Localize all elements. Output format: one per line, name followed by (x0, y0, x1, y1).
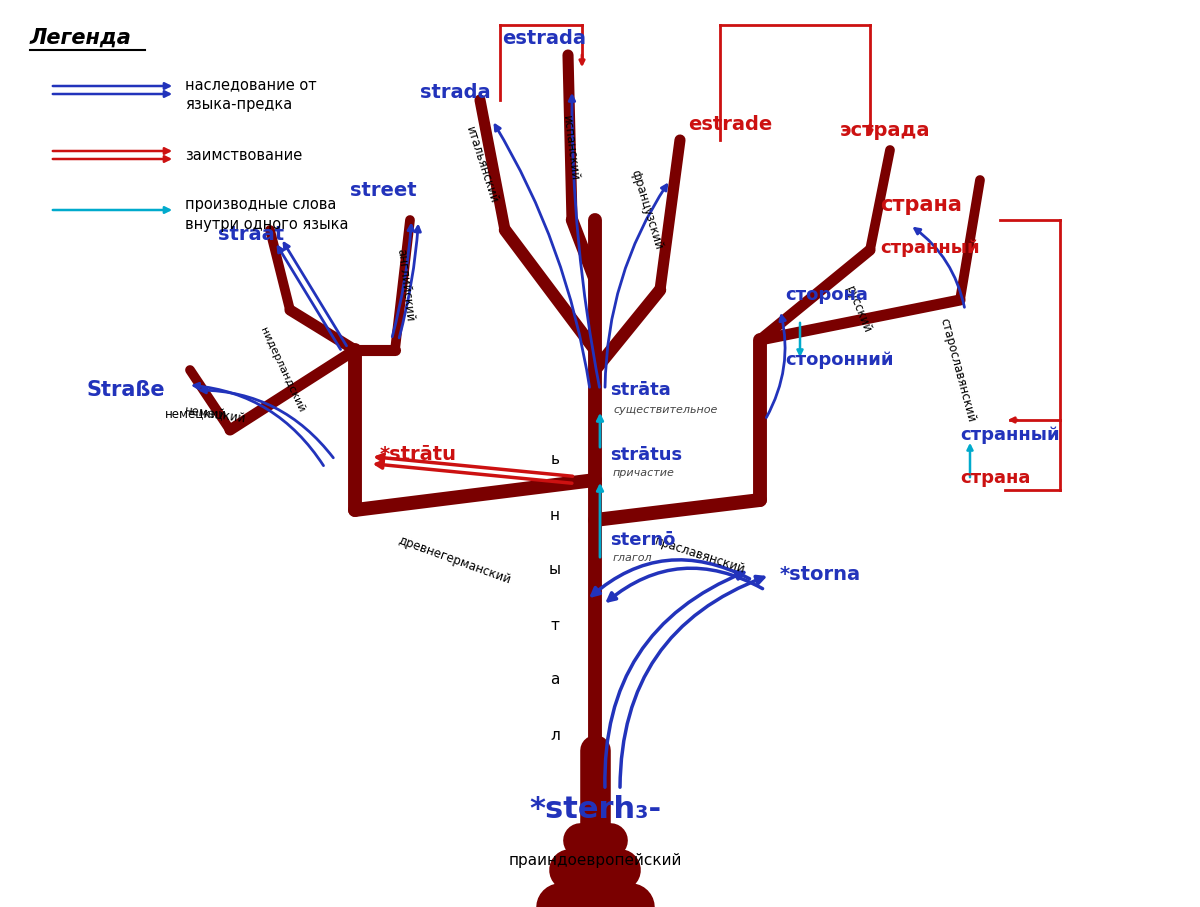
Text: существительное: существительное (613, 405, 718, 415)
Text: производные слова: производные слова (185, 198, 336, 212)
Text: праиндоевропейский: праиндоевропейский (509, 853, 682, 867)
Text: русский: русский (842, 285, 874, 336)
Text: глагол: глагол (613, 553, 653, 563)
Text: немецкий: немецкий (184, 405, 247, 425)
Text: нидерландский: нидерландский (258, 326, 306, 414)
Text: странный: странный (960, 426, 1060, 444)
Text: страна: страна (880, 195, 962, 215)
Text: итальянский: итальянский (463, 124, 500, 205)
Text: sternō: sternō (610, 531, 676, 549)
Text: *sterh₃-: *sterh₃- (529, 795, 661, 824)
Text: Straße: Straße (86, 380, 166, 400)
Text: а: а (551, 672, 559, 688)
Text: estrada: estrada (502, 28, 586, 47)
Text: л: л (550, 727, 560, 743)
Text: estrade: estrade (688, 115, 773, 134)
Text: straat: straat (218, 226, 284, 245)
Text: испанский: испанский (559, 114, 581, 181)
Text: заимствование: заимствование (185, 148, 302, 162)
Text: сторона: сторона (785, 286, 868, 304)
Text: Легенда: Легенда (30, 28, 132, 48)
Text: ь: ь (551, 453, 559, 467)
Text: т: т (551, 618, 559, 632)
Text: *storna: *storna (780, 565, 862, 584)
Text: внутри одного языка: внутри одного языка (185, 218, 348, 232)
Text: причастие: причастие (613, 468, 674, 478)
Text: английский: английский (394, 248, 416, 322)
Text: французский: французский (629, 169, 665, 251)
Text: сторонний: сторонний (785, 351, 894, 369)
Text: наследование от: наследование от (185, 77, 317, 93)
Text: старославянский: старославянский (938, 317, 978, 424)
Text: н: н (550, 508, 560, 522)
Text: ы: ы (550, 562, 562, 578)
Text: странный: странный (880, 239, 979, 257)
Text: street: street (350, 180, 416, 200)
Text: немецкий: немецкий (166, 408, 227, 422)
Text: страна: страна (960, 469, 1031, 487)
Text: *strātu: *strātu (380, 445, 457, 464)
Text: эстрада: эстрада (840, 121, 930, 140)
Text: языка-предка: языка-предка (185, 97, 293, 112)
Text: праславянский: праславянский (653, 534, 748, 576)
Text: strāta: strāta (610, 381, 671, 399)
Text: древнегерманский: древнегерманский (397, 533, 514, 587)
Text: strātus: strātus (610, 446, 682, 464)
Text: strada: strada (420, 83, 491, 102)
